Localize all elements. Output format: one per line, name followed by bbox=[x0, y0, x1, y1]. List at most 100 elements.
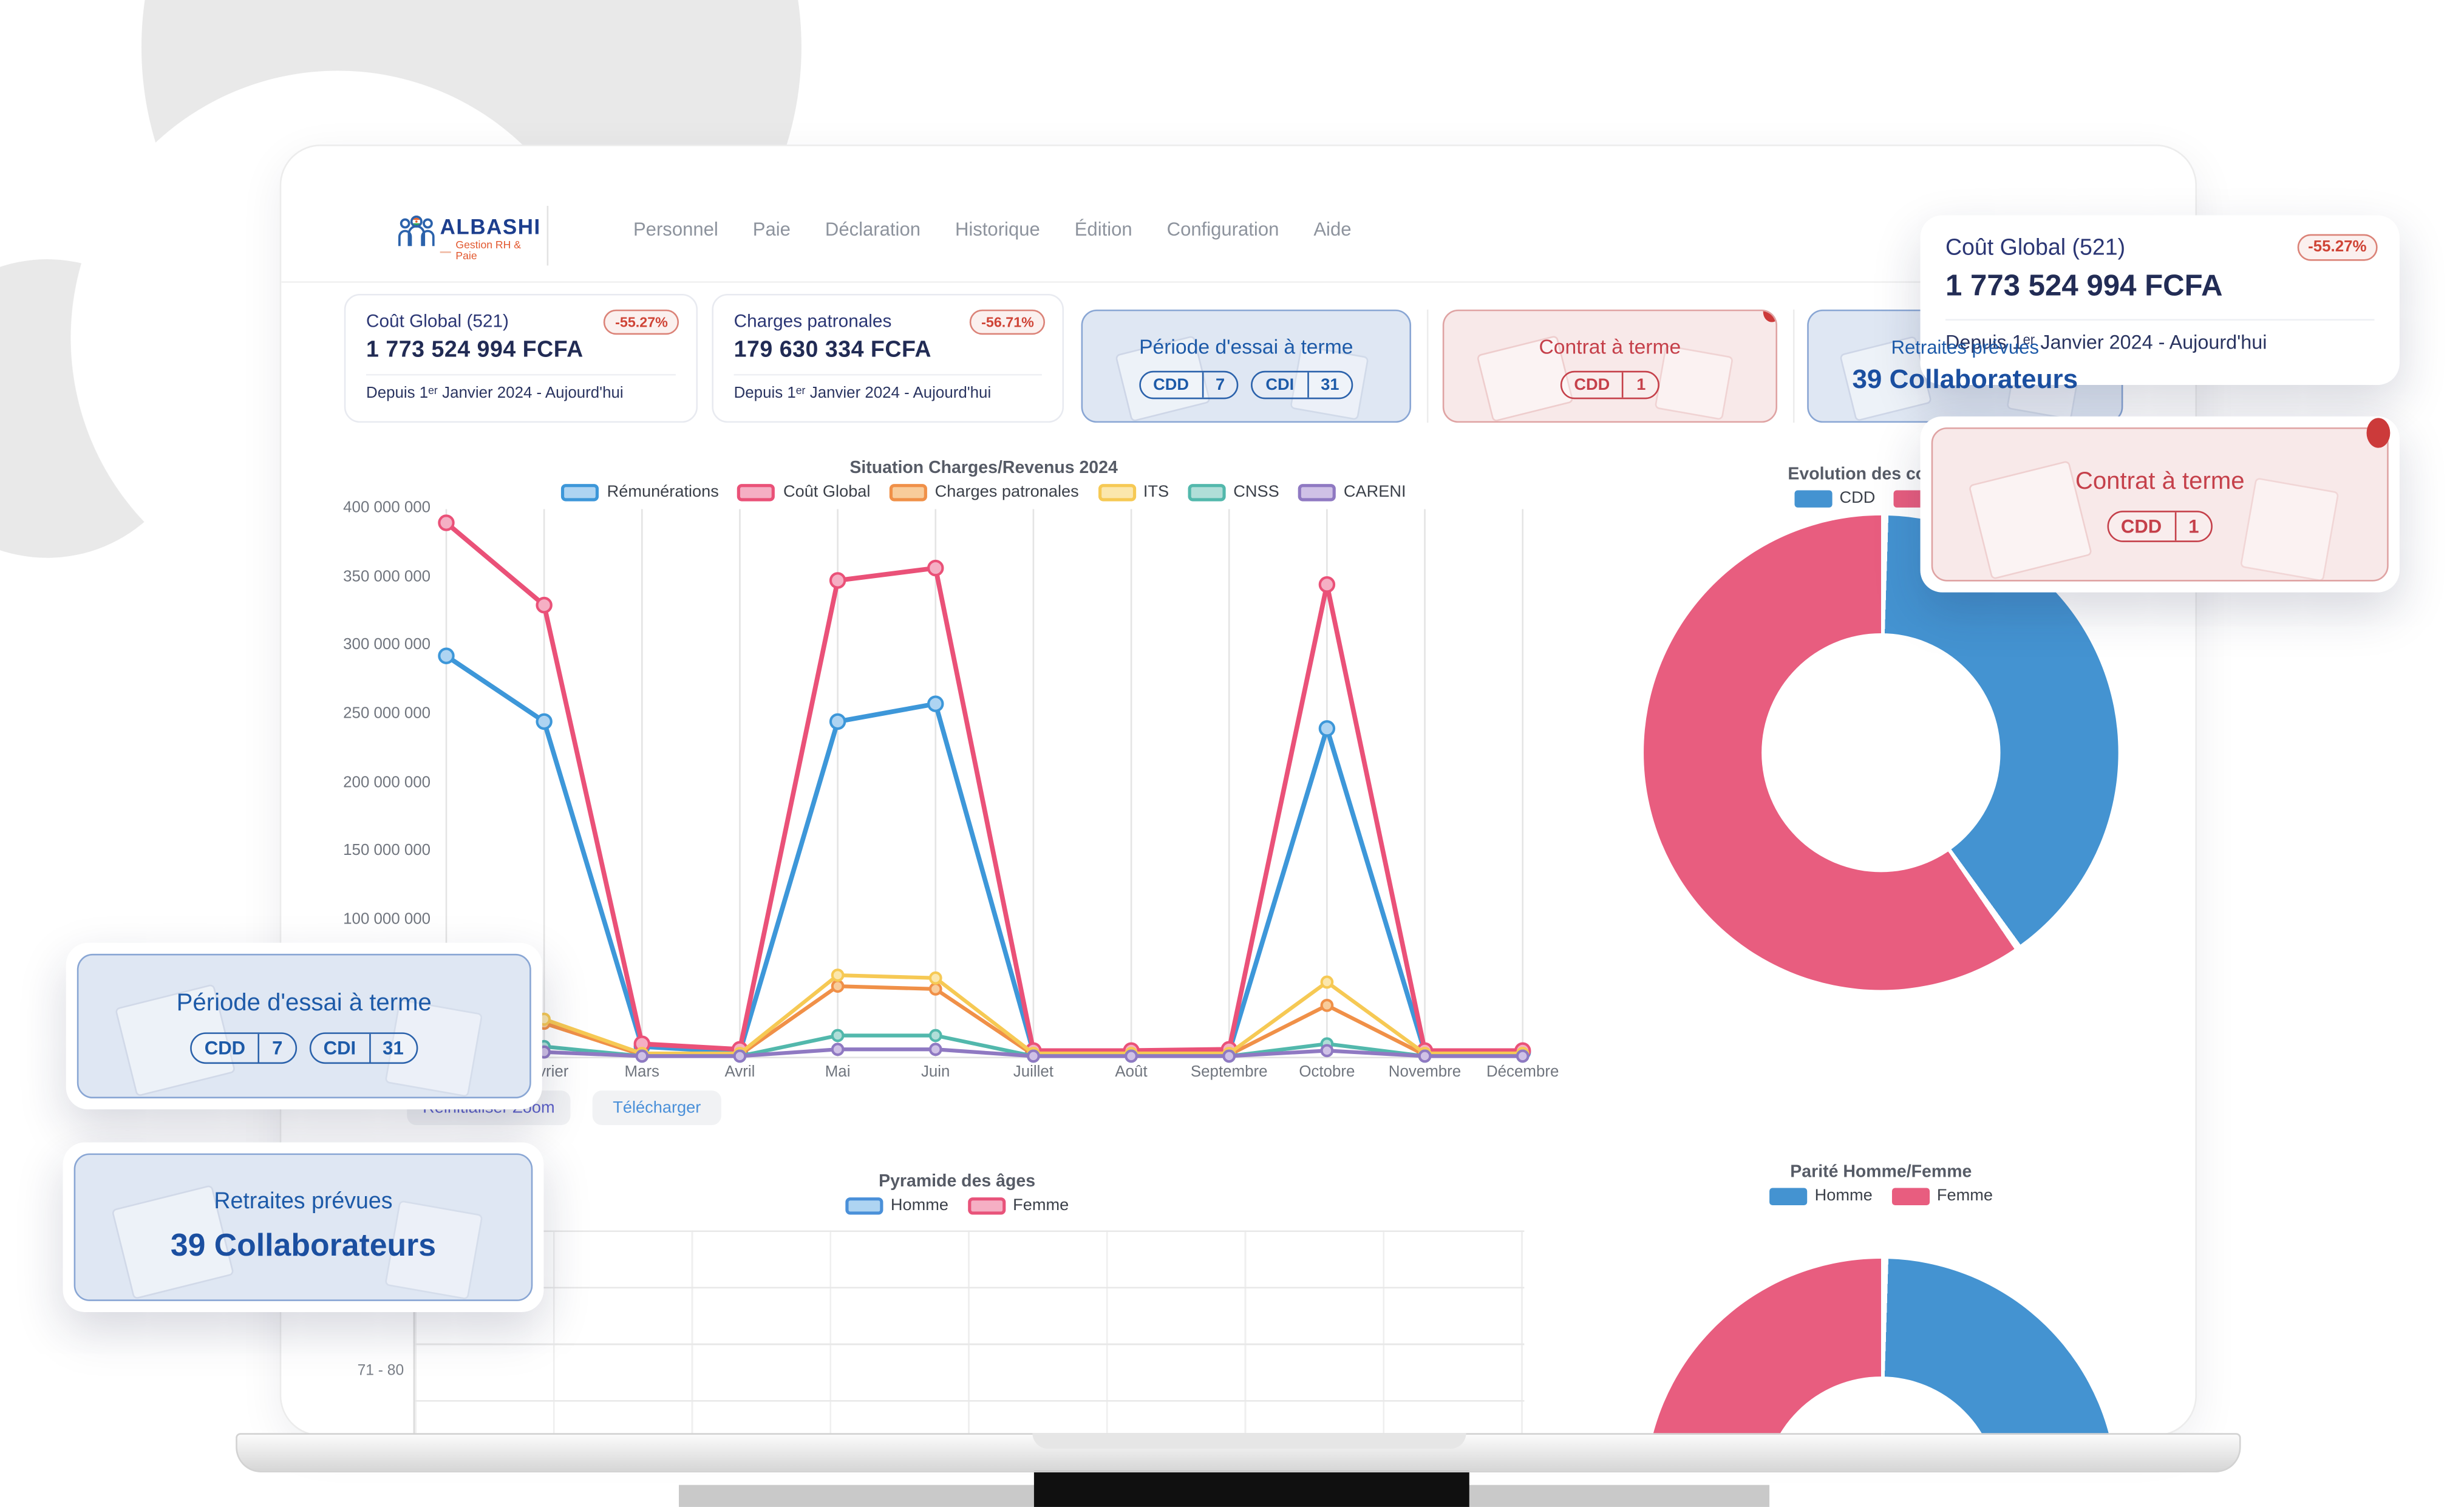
legend-item-remunerations[interactable]: Rémunérations bbox=[561, 482, 719, 502]
nav-item-declaration[interactable]: Déclaration bbox=[825, 218, 921, 240]
age-band-label: 71 - 80 bbox=[357, 1362, 404, 1380]
legend-item-femme[interactable]: Femme bbox=[967, 1196, 1069, 1215]
pill-label: CDI bbox=[323, 1036, 356, 1059]
contracts-donut-chart bbox=[1644, 515, 2119, 990]
trend-badge: -56.71% bbox=[970, 309, 1046, 335]
x-axis-tick: Août bbox=[1115, 1064, 1148, 1081]
legend-label: Femme bbox=[1936, 1186, 1993, 1206]
pill-label: CDD bbox=[204, 1036, 246, 1059]
legend-swatch bbox=[1298, 483, 1336, 501]
x-axis-tick: Juin bbox=[921, 1064, 950, 1081]
nav-item-configuration[interactable]: Configuration bbox=[1166, 218, 1279, 240]
legend-item-careni[interactable]: CARENI bbox=[1298, 483, 1406, 502]
stat-card-cout-global: Coût Global (521) -55.27% 1 773 524 994 … bbox=[344, 293, 698, 423]
legend-swatch bbox=[561, 483, 599, 501]
pill-value: 1 bbox=[2174, 511, 2211, 540]
pill-cdi: CDI 31 bbox=[309, 1032, 418, 1063]
legend-label: CDD bbox=[1839, 488, 1876, 508]
x-axis-tick: Septembre bbox=[1190, 1064, 1268, 1081]
nav-item-edition[interactable]: Édition bbox=[1074, 218, 1132, 240]
pill-value: 31 bbox=[1306, 372, 1352, 397]
callout-contrat-terme: Contrat à terme CDD 1 bbox=[1920, 416, 2400, 593]
laptop-screen: ALBASHI Gestion RH & Paie Personnel Paie D… bbox=[279, 145, 2197, 1437]
parity-chart-legend: Homme Femme bbox=[1331, 1186, 2195, 1205]
pill-value: 1 bbox=[1622, 372, 1658, 397]
nav-menu: Personnel Paie Déclaration Historique Éditio… bbox=[633, 219, 1352, 240]
card-title: Retraites prévues bbox=[1891, 336, 2039, 359]
stat-card-charges-patronales: Charges patronales -56.71% 179 630 334 F… bbox=[712, 293, 1064, 423]
legend-item-cdd[interactable]: CDD bbox=[1794, 489, 1875, 508]
legend-label: Rémunérations bbox=[607, 482, 719, 502]
callout-title: Retraites prévues bbox=[214, 1189, 393, 1215]
brand-name: ALBASHI bbox=[440, 215, 541, 239]
divider bbox=[366, 373, 676, 376]
legend-swatch bbox=[1891, 1187, 1929, 1205]
legend-item-coutglobal[interactable]: Coût Global bbox=[737, 482, 871, 502]
brand-logo-icon bbox=[398, 209, 435, 253]
trend-badge: -55.27% bbox=[2297, 234, 2378, 261]
card-title: Période d'essai à terme bbox=[1139, 333, 1353, 358]
x-axis: JanvierFévrierMarsAvrilMaiJuinJuilletAoû… bbox=[418, 1064, 1559, 1086]
stat-period: Depuis 1ᵉʳ Janvier 2024 - Aujourd'hui bbox=[366, 385, 624, 403]
stat-title: Coût Global (521) bbox=[366, 313, 509, 332]
x-axis-tick: Juillet bbox=[1013, 1064, 1053, 1081]
x-axis-tick: Avril bbox=[724, 1064, 755, 1081]
legend-label: CNSS bbox=[1233, 482, 1279, 502]
pill-value: 31 bbox=[368, 1033, 417, 1062]
legend-item-cnss[interactable]: CNSS bbox=[1188, 483, 1279, 502]
legend-swatch bbox=[889, 483, 927, 501]
header-divider bbox=[546, 206, 549, 266]
divider bbox=[1792, 309, 1795, 423]
legend-label: Homme bbox=[1814, 1186, 1873, 1206]
notification-dot bbox=[2366, 418, 2391, 448]
nav-item-paie[interactable]: Paie bbox=[752, 218, 791, 240]
callout-retraites: Retraites prévues 39 Collaborateurs bbox=[63, 1142, 544, 1312]
callout-title: Contrat à terme bbox=[2075, 467, 2245, 494]
nav-item-personnel[interactable]: Personnel bbox=[633, 218, 718, 240]
contrat-terme-card: Contrat à terme CDD 1 bbox=[1931, 427, 2389, 582]
legend-item-homme[interactable]: Homme bbox=[1769, 1186, 1873, 1205]
nav-item-historique[interactable]: Historique bbox=[955, 218, 1040, 240]
nav-item-aide[interactable]: Aide bbox=[1313, 218, 1352, 240]
x-axis-tick: Décembre bbox=[1486, 1064, 1559, 1081]
callout-cout-global: Coût Global (521) -55.27% 1 773 524 994 … bbox=[1920, 215, 2400, 386]
header-rule bbox=[281, 281, 2196, 283]
legend-swatch bbox=[967, 1196, 1006, 1214]
callout-title: Coût Global (521) bbox=[1945, 236, 2126, 261]
pill-group: CDD 1 bbox=[1560, 370, 1660, 399]
legend-label: Femme bbox=[1013, 1196, 1069, 1215]
download-button[interactable]: Télécharger bbox=[592, 1090, 721, 1126]
divider bbox=[1945, 319, 2375, 321]
legend-item-femme[interactable]: Femme bbox=[1891, 1186, 1993, 1205]
legend-item-chargespatronales[interactable]: Charges patronales bbox=[889, 482, 1079, 502]
pill-cdd: CDD 7 bbox=[190, 1032, 297, 1063]
legend-item-homme[interactable]: Homme bbox=[845, 1196, 949, 1215]
line-chart bbox=[438, 509, 1531, 1063]
pill-label: CDI bbox=[1265, 375, 1295, 394]
pill-group: CDD 7 CDI 31 bbox=[1138, 370, 1353, 399]
pill-value: 7 bbox=[257, 1033, 295, 1062]
legend-swatch bbox=[1188, 483, 1226, 501]
callout-value: 1 773 524 994 FCFA bbox=[1945, 270, 2223, 304]
pill-cdi: CDI 31 bbox=[1251, 370, 1353, 399]
x-axis-tick: Octobre bbox=[1299, 1064, 1355, 1081]
card-periode-essai[interactable]: Période d'essai à terme CDD 7 CDI 31 bbox=[1081, 309, 1412, 423]
legend-label: Charges patronales bbox=[934, 482, 1079, 502]
stat-title: Charges patronales bbox=[733, 313, 892, 332]
card-contrat-terme[interactable]: Contrat à terme CDD 1 bbox=[1442, 309, 1778, 423]
pill-value: 7 bbox=[1201, 372, 1237, 397]
parity-chart-title: Parité Homme/Femme bbox=[1790, 1163, 1972, 1182]
retraites-card: Retraites prévues 39 Collaborateurs bbox=[73, 1153, 533, 1301]
line-chart-legend: Rémunérations Coût Global Charges patronal… bbox=[418, 483, 1549, 502]
legend-swatch bbox=[845, 1196, 883, 1214]
legend-label: Coût Global bbox=[783, 482, 871, 502]
laptop-base-notch bbox=[1032, 1433, 1466, 1449]
y-axis-tick: 200 000 000 bbox=[343, 774, 431, 792]
pill-label: CDD bbox=[2120, 514, 2162, 537]
legend-item-its[interactable]: ITS bbox=[1097, 483, 1169, 502]
legend-label: Homme bbox=[890, 1196, 949, 1215]
pill-group: CDD 7 CDI 31 bbox=[190, 1032, 418, 1063]
stat-period: Depuis 1ᵉʳ Janvier 2024 - Aujourd'hui bbox=[733, 385, 992, 403]
stat-value: 1 773 524 994 FCFA bbox=[366, 338, 584, 363]
pill-cdd: CDD 1 bbox=[1560, 370, 1660, 399]
